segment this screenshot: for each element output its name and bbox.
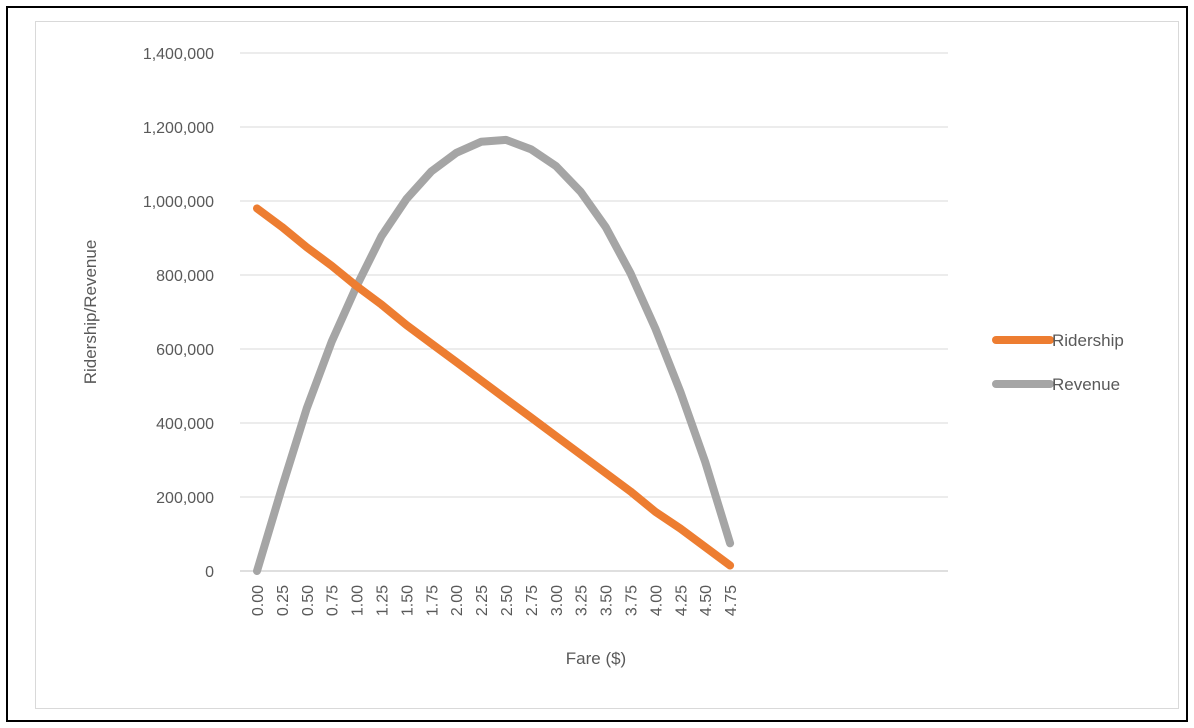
x-tick-label: 1.25	[375, 585, 392, 616]
x-tick-label: 4.50	[698, 585, 715, 616]
y-tick-label: 600,000	[156, 342, 214, 359]
x-tick-label: 4.00	[648, 585, 665, 616]
x-tick-label: 4.75	[723, 585, 740, 616]
x-tick-label: 3.25	[574, 585, 591, 616]
x-tick-label: 0.75	[325, 585, 342, 616]
x-tick-label: 0.00	[250, 585, 267, 616]
x-axis-label: Fare ($)	[566, 649, 626, 668]
series-line-ridership	[253, 204, 735, 570]
x-tick-label: 1.00	[350, 585, 367, 616]
y-axis-tick-labels: 0 200,000 400,000 600,000 800,000 1,000,000 1,…	[143, 46, 214, 581]
legend: Ridership Revenue	[992, 331, 1124, 394]
x-tick-label: 3.75	[624, 585, 641, 616]
x-tick-label: 2.00	[449, 585, 466, 616]
x-tick-label: 2.50	[499, 585, 516, 616]
x-tick-label: 4.25	[673, 585, 690, 616]
series-line-revenue	[253, 135, 735, 575]
x-tick-label: 2.25	[474, 585, 491, 616]
x-tick-label: 1.50	[399, 585, 416, 616]
y-tick-label: 200,000	[156, 490, 214, 507]
x-tick-label: 3.00	[549, 585, 566, 616]
y-tick-label: 1,200,000	[143, 120, 214, 137]
y-tick-label: 0	[205, 564, 214, 581]
x-tick-label: 0.25	[275, 585, 292, 616]
y-tick-label: 400,000	[156, 416, 214, 433]
y-tick-label: 1,000,000	[143, 194, 214, 211]
x-axis-tick-labels: 0.00 0.25 0.50 0.75 1.00 1.25 1.50 1.75 2.00 2.25…	[250, 585, 740, 616]
y-axis-label: Ridership/Revenue	[81, 240, 100, 385]
y-tick-label: 800,000	[156, 268, 214, 285]
y-tick-label: 1,400,000	[143, 46, 214, 63]
series-lines	[253, 135, 735, 575]
chart-area	[35, 21, 1179, 709]
x-tick-label: 0.50	[300, 585, 317, 616]
legend-label-revenue: Revenue	[1052, 375, 1120, 394]
x-tick-label: 2.75	[524, 585, 541, 616]
legend-label-ridership: Ridership	[1052, 331, 1124, 350]
x-tick-label: 3.50	[599, 585, 616, 616]
x-tick-label: 1.75	[424, 585, 441, 616]
